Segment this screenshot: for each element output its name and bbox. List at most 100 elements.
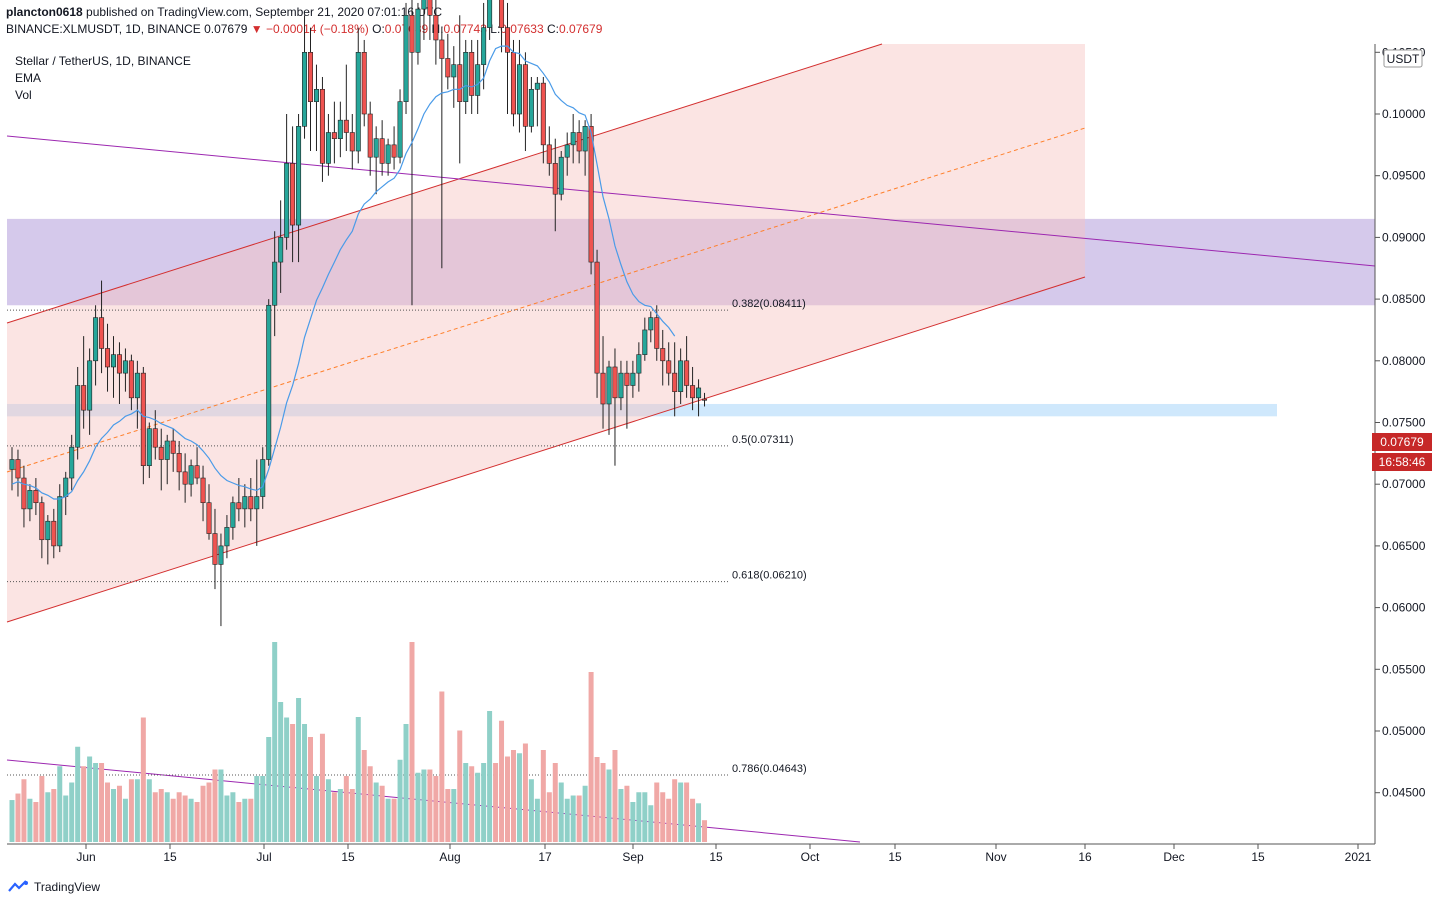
volume-bar — [63, 795, 69, 842]
volume-bar — [146, 779, 152, 842]
candle-body — [702, 398, 708, 401]
volume-bar — [594, 757, 600, 842]
zone-band — [7, 218, 1375, 306]
volume-bar — [87, 756, 93, 842]
price-tick-label: 0.09000 — [1382, 230, 1426, 244]
tradingview-logo-icon — [8, 880, 28, 892]
volume-bar — [409, 642, 415, 842]
volume-bar — [254, 776, 260, 842]
volume-bar — [51, 789, 57, 842]
volume-bar — [540, 750, 546, 842]
time-tick-label: Jun — [76, 850, 95, 864]
time-tick-label: Jul — [256, 850, 271, 864]
high-value: 0.07743 — [443, 22, 487, 36]
candle-body — [672, 372, 678, 392]
volume-bar — [45, 792, 51, 842]
candle-body — [206, 502, 212, 534]
volume-bar — [415, 772, 421, 842]
legend-ema[interactable]: EMA — [15, 71, 42, 85]
candle-body — [373, 138, 379, 158]
zone-band — [7, 403, 1277, 417]
volume-bar — [182, 795, 188, 842]
candle-body — [194, 465, 200, 479]
candle-body — [57, 496, 63, 547]
candle-body — [421, 0, 427, 10]
price-tick-label: 0.10000 — [1382, 107, 1426, 121]
candle-body — [690, 385, 696, 399]
volume-bar — [308, 737, 313, 842]
volume-bar — [105, 782, 111, 842]
time-tick-label: Dec — [1163, 850, 1184, 864]
candle-body — [433, 14, 439, 41]
volume-bar — [93, 763, 99, 842]
close-value: 0.07679 — [559, 22, 603, 36]
volume-bar — [302, 724, 308, 842]
volume-bar — [331, 792, 337, 842]
currency-badge[interactable] — [1383, 49, 1423, 68]
candle-body — [307, 51, 313, 102]
candle-body — [248, 496, 254, 510]
time-tick-label: 16 — [1078, 850, 1092, 864]
candle-body — [487, 0, 493, 28]
countdown-text: 16:58:46 — [1379, 455, 1426, 469]
volume-bar — [576, 795, 582, 842]
author-name[interactable]: plancton0618 — [6, 5, 83, 19]
volume-bar — [702, 820, 708, 842]
candle-body — [343, 119, 349, 133]
time-tick-label: Nov — [985, 850, 1006, 864]
legend-vol[interactable]: Vol — [15, 88, 32, 102]
candle-body — [439, 39, 445, 59]
volume-bar — [564, 798, 570, 842]
candle-body — [69, 446, 75, 479]
candle-body — [27, 490, 33, 510]
candle-body — [510, 51, 516, 115]
candle-body — [397, 101, 403, 158]
volume-bar — [9, 800, 15, 842]
volume-bar — [690, 798, 696, 842]
candle-body — [278, 237, 284, 263]
tradingview-brand[interactable]: TradingView — [8, 880, 100, 894]
candle-body — [128, 360, 134, 399]
volume-bar — [290, 724, 296, 842]
time-tick-label: 15 — [341, 850, 355, 864]
candle-body — [110, 354, 116, 368]
volume-bar — [510, 750, 516, 842]
candle-body — [678, 360, 684, 392]
volume-bar — [128, 779, 134, 842]
candle-body — [254, 496, 260, 510]
last-price-tag-text: 0.07679 — [1380, 435, 1424, 449]
volume-bar — [33, 802, 39, 842]
volume-bar — [642, 792, 648, 842]
volume-bar — [140, 717, 146, 842]
low-label: L: — [490, 22, 501, 36]
candle-body — [409, 14, 415, 53]
volume-bar — [266, 737, 272, 842]
price-tick-label: 0.06500 — [1382, 539, 1426, 553]
volume-bar — [672, 779, 678, 842]
volume-bar — [624, 785, 630, 842]
candle-body — [230, 502, 236, 528]
candle-body — [445, 58, 451, 78]
channel-upper-line — [6, 43, 883, 324]
volume-bar — [57, 766, 63, 842]
volume-bar — [242, 798, 248, 842]
candle-body — [158, 446, 164, 460]
candle-body — [182, 471, 188, 485]
candle-body — [612, 366, 618, 399]
volume-bar — [552, 763, 558, 842]
volume-bar — [81, 766, 87, 842]
candle-body — [630, 372, 636, 386]
time-tick-label: Oct — [801, 850, 820, 864]
candle-body — [9, 459, 15, 470]
volume-bar — [355, 717, 361, 842]
candle-body — [564, 144, 570, 158]
price-tick-label: 0.07000 — [1382, 477, 1426, 491]
volume-bar — [558, 782, 564, 842]
candle-body — [200, 477, 206, 504]
brand-text: TradingView — [34, 880, 101, 894]
candle-body — [81, 385, 87, 411]
candle-body — [87, 360, 93, 411]
volume-bar — [188, 798, 194, 842]
candle-body — [99, 317, 105, 349]
